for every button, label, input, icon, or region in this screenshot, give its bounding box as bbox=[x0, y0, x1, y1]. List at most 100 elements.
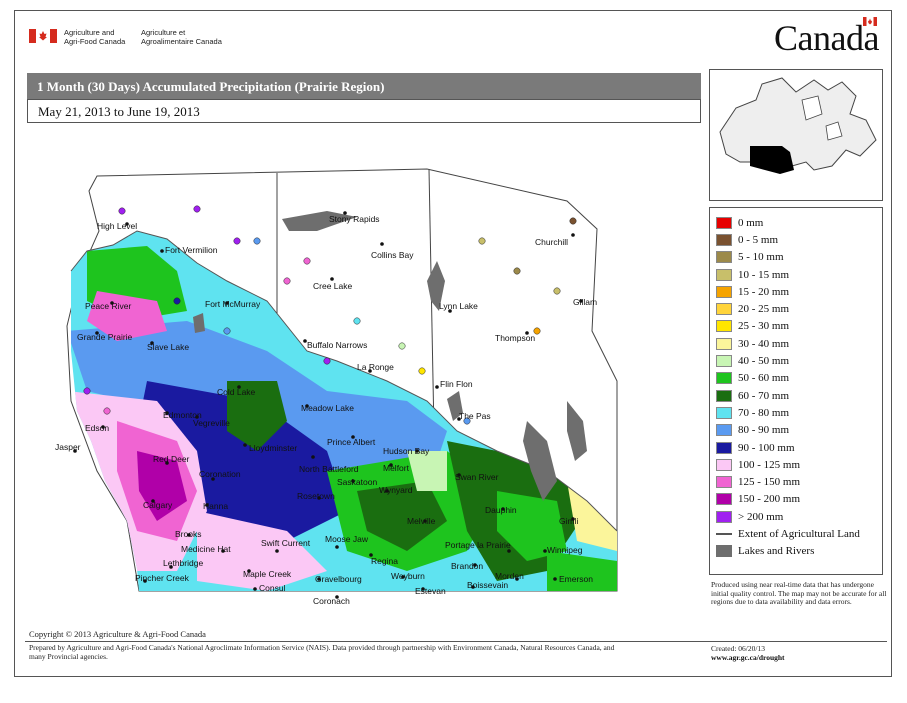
legend-swatch bbox=[716, 389, 732, 402]
legend-item: 10 - 15 mm bbox=[716, 266, 876, 283]
canada-flag-icon bbox=[29, 29, 57, 43]
place-wynyard: Wynyard bbox=[379, 485, 413, 495]
legend-swatch bbox=[716, 337, 732, 350]
place-saskatoon: Saskatoon bbox=[337, 477, 377, 487]
svg-text:Fort McMurray: Fort McMurray bbox=[205, 299, 261, 309]
legend-item: 30 - 40 mm bbox=[716, 335, 876, 352]
svg-text:Cree Lake: Cree Lake bbox=[313, 281, 352, 291]
place-gravelbourg: Gravelbourg bbox=[315, 574, 362, 584]
legend-item: 70 - 80 mm bbox=[716, 404, 876, 421]
locator-map bbox=[709, 69, 883, 201]
legend-lakes-rivers: Lakes and Rivers bbox=[716, 543, 876, 560]
svg-text:Morden: Morden bbox=[495, 571, 524, 581]
station-dots bbox=[83, 205, 577, 425]
legend-item: 125 - 150 mm bbox=[716, 473, 876, 490]
legend-item: 80 - 90 mm bbox=[716, 422, 876, 439]
svg-text:Calgary: Calgary bbox=[143, 500, 173, 510]
place-gillam: Gillam bbox=[573, 297, 597, 307]
legend-agricultural-extent: Extent of Agricultural Land bbox=[716, 525, 876, 542]
place-dauphin: Dauphin bbox=[485, 505, 517, 515]
svg-text:Brooks: Brooks bbox=[175, 529, 201, 539]
lakes-and-rivers bbox=[193, 211, 587, 501]
svg-text:Prince Albert: Prince Albert bbox=[327, 437, 376, 447]
svg-text:Rosetown: Rosetown bbox=[297, 491, 335, 501]
svg-text:Estevan: Estevan bbox=[415, 586, 446, 596]
prepared-by-note: Prepared by Agriculture and Agri-Food Ca… bbox=[29, 643, 615, 661]
place-grande-prairie: Grande Prairie bbox=[77, 331, 133, 342]
legend-swatch bbox=[716, 424, 732, 437]
svg-text:Dauphin: Dauphin bbox=[485, 505, 517, 515]
legend-label: 0 - 5 mm bbox=[738, 233, 779, 246]
svg-text:Coronach: Coronach bbox=[313, 596, 350, 606]
prairie-region-highlight bbox=[750, 146, 794, 174]
place-red-deer: Red Deer bbox=[153, 454, 190, 465]
svg-text:Wynyard: Wynyard bbox=[379, 485, 413, 495]
legend-item: 60 - 70 mm bbox=[716, 387, 876, 404]
svg-text:Lynn Lake: Lynn Lake bbox=[439, 301, 478, 311]
legend-item: 0 mm bbox=[716, 214, 876, 231]
svg-text:Melfort: Melfort bbox=[383, 463, 410, 473]
place-regina: Regina bbox=[369, 553, 398, 566]
svg-text:Saskatoon: Saskatoon bbox=[337, 477, 377, 487]
precipitation-map: High Level Fort Vermilion Peace River Gr… bbox=[27, 151, 703, 621]
place-la-ronge: La Ronge bbox=[357, 362, 394, 373]
legend-item: 5 - 10 mm bbox=[716, 249, 876, 266]
legend-label: 50 - 60 mm bbox=[738, 372, 790, 385]
legend-item: 40 - 50 mm bbox=[716, 352, 876, 369]
svg-text:Cold Lake: Cold Lake bbox=[217, 387, 256, 397]
svg-text:Slave Lake: Slave Lake bbox=[147, 342, 189, 352]
legend-swatch bbox=[716, 251, 732, 264]
svg-text:Stony Rapids: Stony Rapids bbox=[329, 214, 380, 224]
svg-text:Edmonton: Edmonton bbox=[163, 410, 202, 420]
svg-text:Brandon: Brandon bbox=[451, 561, 483, 571]
place-vegreville: Vegreville bbox=[193, 415, 230, 428]
place-rosetown: Rosetown bbox=[297, 491, 335, 501]
place-prince-albert: Prince Albert bbox=[327, 435, 376, 447]
place-estevan: Estevan bbox=[415, 586, 446, 596]
legend-item: 25 - 30 mm bbox=[716, 318, 876, 335]
place-consul: Consul bbox=[253, 583, 286, 593]
legend-label: 0 mm bbox=[738, 216, 764, 229]
legend-label: 80 - 90 mm bbox=[738, 424, 790, 437]
place-emerson: Emerson bbox=[553, 574, 593, 584]
legend-label: 30 - 40 mm bbox=[738, 337, 790, 350]
legend-swatch bbox=[716, 372, 732, 385]
svg-text:Emerson: Emerson bbox=[559, 574, 593, 584]
svg-text:Moose Jaw: Moose Jaw bbox=[325, 534, 369, 544]
svg-text:North Battleford: North Battleford bbox=[299, 464, 359, 474]
svg-text:Collins Bay: Collins Bay bbox=[371, 250, 414, 260]
svg-text:Thompson: Thompson bbox=[495, 333, 535, 343]
place-slave-lake: Slave Lake bbox=[147, 341, 189, 352]
svg-text:Coronation: Coronation bbox=[199, 469, 241, 479]
place-brandon: Brandon bbox=[451, 561, 483, 571]
legend-item: 150 - 200 mm bbox=[716, 491, 876, 508]
legend-swatch bbox=[716, 303, 732, 316]
legend-item: 50 - 60 mm bbox=[716, 370, 876, 387]
svg-text:Regina: Regina bbox=[371, 556, 398, 566]
svg-text:Jasper: Jasper bbox=[55, 442, 81, 452]
svg-text:Gimli: Gimli bbox=[559, 516, 578, 526]
legend-label: 15 - 20 mm bbox=[738, 285, 790, 298]
place-lloydminster: Lloydminster bbox=[243, 443, 297, 453]
place-high-level: High Level bbox=[97, 221, 137, 231]
place-melville: Melville bbox=[407, 516, 436, 526]
place-cree-lake: Cree Lake bbox=[313, 277, 352, 291]
legend-label: 90 - 100 mm bbox=[738, 441, 795, 454]
svg-text:The Pas: The Pas bbox=[459, 411, 491, 421]
place-flin-flon: Flin Flon bbox=[435, 379, 473, 389]
place-maple-creek: Maple Creek bbox=[243, 569, 292, 579]
place-the-pas: The Pas bbox=[457, 411, 491, 421]
svg-text:Gillam: Gillam bbox=[573, 297, 597, 307]
legend-swatch bbox=[716, 355, 732, 368]
legend-label: 150 - 200 mm bbox=[738, 493, 801, 506]
place-coronach: Coronach bbox=[313, 595, 350, 606]
footer-divider bbox=[25, 641, 887, 642]
data-quality-note: Produced using near real-time data that … bbox=[711, 580, 887, 606]
svg-text:Portage la Prairie: Portage la Prairie bbox=[445, 540, 511, 550]
legend-swatch bbox=[716, 493, 732, 506]
svg-text:Edson: Edson bbox=[85, 423, 109, 433]
svg-text:Grande Prairie: Grande Prairie bbox=[77, 332, 133, 342]
canada-locator-outline bbox=[719, 77, 877, 174]
svg-text:Churchill: Churchill bbox=[535, 237, 568, 247]
wordmark-flag-icon bbox=[863, 17, 877, 26]
